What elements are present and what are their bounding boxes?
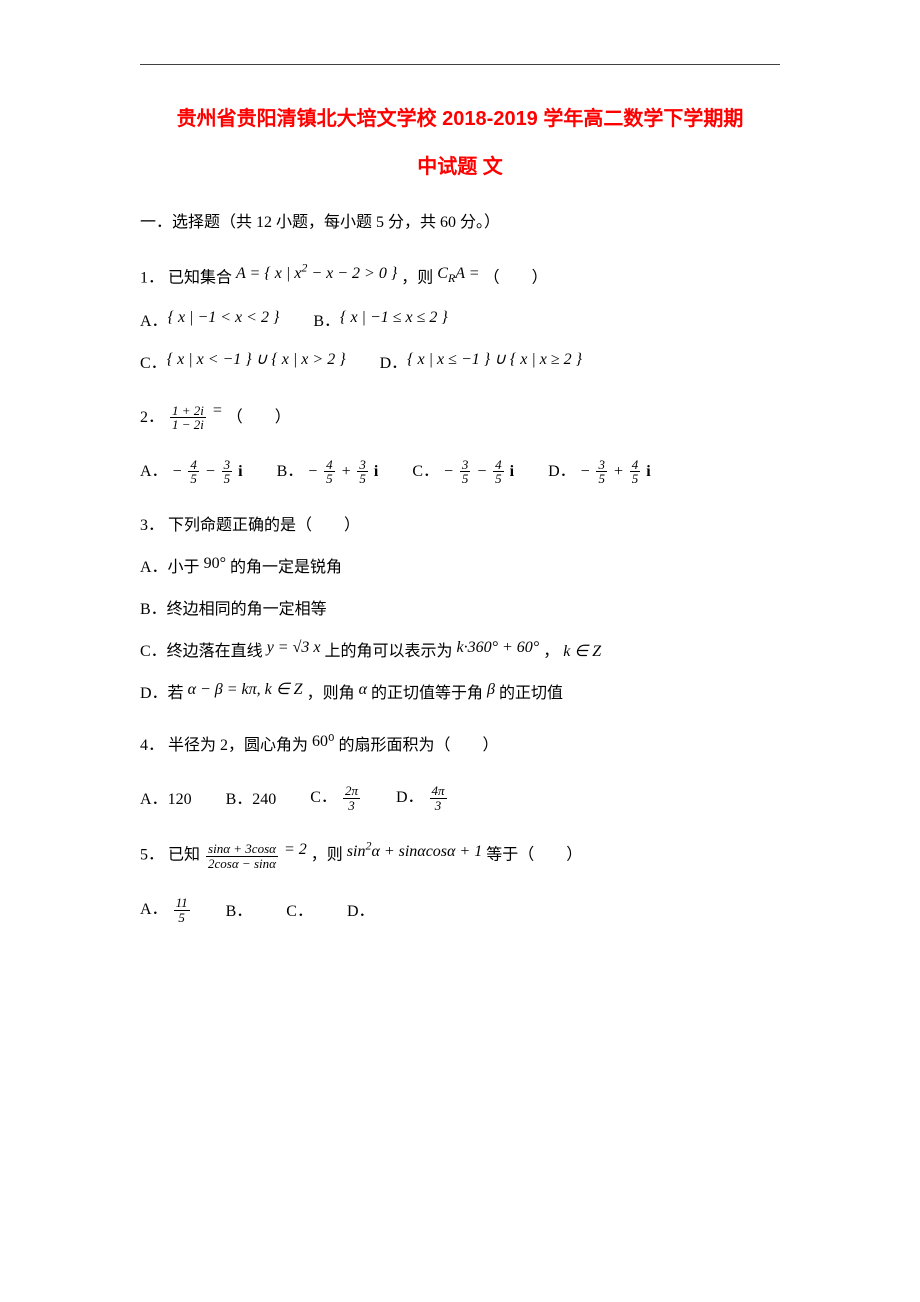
q2-frac-num: 1 + 2i	[170, 404, 206, 419]
q1-options-row2: C．{ x | x < −1 } ∪ { x | x > 2 } D．{ x |…	[140, 352, 780, 376]
q4-stem-pre: 半径为 2，圆心角为	[168, 737, 308, 754]
exam-title-line1: 贵州省贵阳清镇北大培文学校 2018-2019 学年高二数学下学期期	[140, 95, 780, 143]
q3c-line: y = √3 x	[267, 639, 321, 656]
q5-option-C: C．	[286, 900, 313, 924]
q3-option-D: D．若 α − β = kπ, k ∈ Z ，则角 α 的正切值等于角 β 的正…	[140, 682, 780, 706]
q5-option-A: A． 115	[140, 896, 192, 924]
q2-option-B: B． − 45 + 35 i	[277, 458, 379, 486]
q1-set-A: A = { x | x2 − x − 2 > 0 }	[236, 265, 397, 282]
q4-angle: 60⁰	[312, 733, 334, 750]
q5-option-B: B．	[226, 900, 253, 924]
question-number: 4．	[140, 737, 164, 754]
q2-options: A． − 45 − 35 i B． − 45 + 35 i C． − 35 − …	[140, 458, 780, 486]
q1-options-row1: A．{ x | −1 < x < 2 } B．{ x | −1 ≤ x ≤ 2 …	[140, 310, 780, 334]
q5-options: A． 115 B． C． D．	[140, 896, 780, 924]
q4-option-D: D． 4π3	[396, 784, 449, 812]
q4-option-A: A．120	[140, 788, 192, 812]
question-5: 5． 已知 sinα + 3cosα 2cosα − sinα = 2 ，则 s…	[140, 840, 780, 924]
question-number: 2．	[140, 408, 164, 425]
q5-stem-post: 等于（ ）	[486, 847, 582, 864]
q4-option-C: C． 2π3	[310, 784, 362, 812]
q4-option-B: B．240	[226, 788, 277, 812]
q3-option-B: B．终边相同的角一定相等	[140, 598, 780, 622]
q2-eq: =	[212, 402, 227, 419]
q4-stem-post: 的扇形面积为（ ）	[338, 737, 498, 754]
q2-fraction: 1 + 2i 1 − 2i	[170, 404, 206, 432]
q2-option-C: C． − 35 − 45 i	[412, 458, 514, 486]
exam-title-line2: 中试题 文	[140, 143, 780, 191]
q4-options: A．120 B．240 C． 2π3 D． 4π3	[140, 784, 780, 812]
q5-fraction: sinα + 3cosα 2cosα − sinα	[206, 842, 278, 870]
q5-option-D: D．	[347, 900, 375, 924]
q3-option-C: C．终边落在直线 y = √3 x 上的角可以表示为 k·360° + 60° …	[140, 640, 780, 664]
q1-option-D: D．{ x | x ≤ −1 } ∪ { x | x ≥ 2 }	[380, 352, 582, 376]
section-1-header: 一．选择题（共 12 小题，每小题 5 分，共 60 分。）	[140, 211, 780, 235]
q1-option-C: C．{ x | x < −1 } ∪ { x | x > 2 }	[140, 352, 346, 376]
question-1: 1． 已知集合 A = { x | x2 − x − 2 > 0 } ，则 CR…	[140, 263, 780, 376]
q1-option-B: B．{ x | −1 ≤ x ≤ 2 }	[313, 310, 447, 334]
question-3: 3． 下列命题正确的是（ ） A．小于 90° 的角一定是锐角 B．终边相同的角…	[140, 514, 780, 706]
q3-option-A: A．小于 90° 的角一定是锐角	[140, 556, 780, 580]
q2A-sign: −	[172, 463, 183, 480]
horizontal-rule	[140, 64, 780, 65]
q1-stem-pre: 已知集合	[168, 269, 232, 286]
q5-stem-pre: 已知	[168, 847, 200, 864]
q1-option-A: A．{ x | −1 < x < 2 }	[140, 310, 279, 334]
question-number: 5．	[140, 847, 164, 864]
q5-target: sin2α + sinαcosα + 1	[347, 843, 482, 860]
question-4: 4． 半径为 2，圆心角为 60⁰ 的扇形面积为（ ） A．120 B．240 …	[140, 734, 780, 812]
q2-option-A: A． − 45 − 35 i	[140, 458, 243, 486]
question-number: 3．	[140, 517, 164, 534]
question-number: 1．	[140, 269, 164, 286]
q1-complement: CRA =	[437, 265, 479, 282]
paren-blank: （ ）	[227, 408, 291, 425]
q5-stem-mid: ，则	[311, 847, 343, 864]
q2-frac-den: 1 − 2i	[170, 418, 206, 432]
paren-blank: （ ）	[484, 269, 548, 286]
question-2: 2． 1 + 2i 1 − 2i = （ ） A． − 45 − 35 i B．…	[140, 404, 780, 487]
q3-stem: 下列命题正确的是（ ）	[168, 517, 360, 534]
q2-option-D: D． − 35 + 45 i	[548, 458, 651, 486]
q1-stem-mid: ，则	[401, 269, 433, 286]
